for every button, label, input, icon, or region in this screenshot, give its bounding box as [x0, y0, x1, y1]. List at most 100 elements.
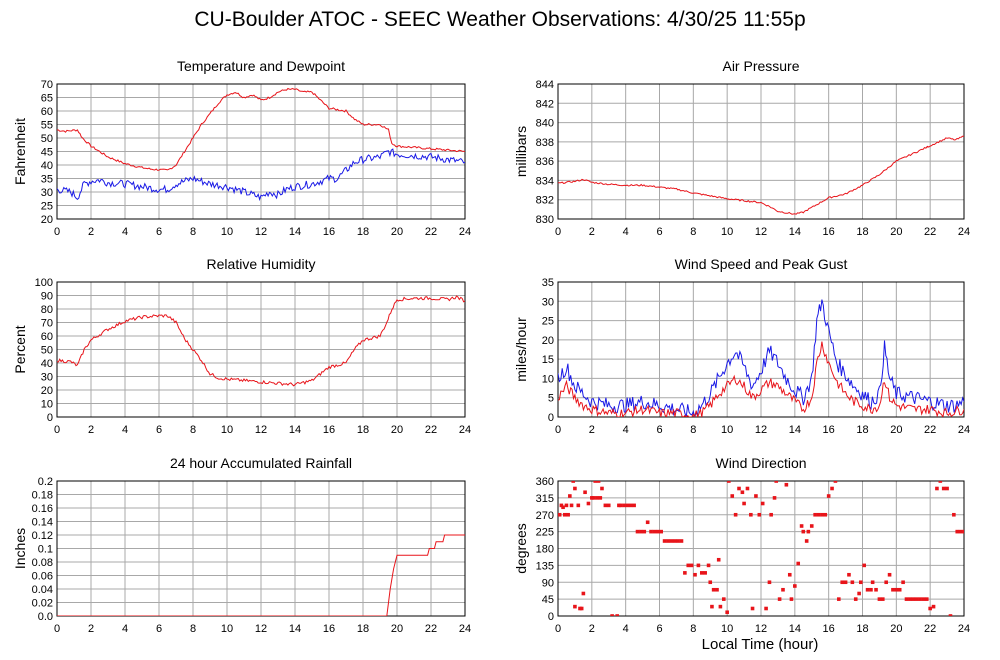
- y-tick-label: 180: [536, 544, 554, 556]
- data-point: [689, 563, 694, 568]
- data-point: [840, 580, 844, 585]
- y-tick-label: 20: [542, 335, 554, 347]
- data-point: [573, 486, 577, 491]
- data-point: [600, 486, 604, 491]
- data-point: [628, 503, 633, 508]
- data-point: [706, 563, 711, 568]
- data-point: [579, 606, 584, 611]
- y-tick-label: 10: [41, 399, 53, 411]
- data-point: [816, 512, 821, 517]
- x-axis-label: Local Time (hour): [701, 636, 819, 653]
- data-point: [615, 614, 620, 616]
- series-line: [558, 341, 964, 417]
- data-point: [928, 606, 932, 611]
- data-point: [745, 486, 750, 491]
- x-tick-label: 24: [459, 226, 471, 238]
- x-tick-label: 2: [88, 424, 94, 436]
- series-line: [57, 534, 465, 616]
- x-tick-label: 12: [255, 623, 267, 635]
- y-tick-label: 30: [41, 187, 53, 199]
- data-point: [606, 503, 611, 508]
- data-point: [837, 597, 841, 601]
- data-point: [789, 597, 794, 601]
- y-tick-label: 70: [41, 318, 53, 330]
- y-tick-label: 842: [536, 98, 554, 110]
- y-tick-label: 25: [542, 316, 554, 328]
- x-tick-label: 16: [823, 623, 835, 635]
- y-tick-label: 360: [536, 476, 554, 488]
- data-point: [711, 587, 716, 592]
- y-tick-label: 35: [41, 174, 53, 186]
- data-point: [666, 539, 670, 543]
- plot-frame: [557, 83, 965, 220]
- x-tick-label: 2: [88, 623, 94, 635]
- x-tick-label: 16: [323, 623, 335, 635]
- x-tick-label: 22: [425, 623, 437, 635]
- x-tick-label: 12: [255, 424, 267, 436]
- data-point: [632, 503, 636, 508]
- data-point: [921, 597, 926, 601]
- data-point: [595, 496, 599, 500]
- data-point: [703, 571, 707, 575]
- data-point: [796, 561, 801, 566]
- data-point: [870, 580, 875, 585]
- data-point: [809, 524, 814, 528]
- y-tick-label: 0.1: [38, 544, 53, 556]
- y-tick-label: 0.08: [32, 557, 53, 569]
- y-axis-label: millibars: [513, 126, 529, 177]
- data-point: [754, 494, 758, 498]
- x-tick-label: 18: [357, 226, 369, 238]
- data-point: [847, 572, 851, 577]
- chart-title: Relative Humidity: [207, 256, 316, 272]
- x-tick-label: 10: [221, 226, 233, 238]
- y-tick-label: 0.2: [38, 476, 53, 488]
- data-point: [603, 503, 608, 508]
- x-tick-label: 12: [755, 424, 767, 436]
- x-tick-label: 0: [555, 226, 561, 238]
- data-point: [911, 597, 916, 601]
- data-point: [804, 539, 809, 543]
- x-tick-label: 4: [623, 424, 629, 436]
- data-point: [564, 503, 569, 508]
- chart-title: Wind Speed and Peak Gust: [675, 256, 848, 272]
- plot-frame: [557, 281, 965, 418]
- x-tick-label: 0: [54, 226, 60, 238]
- x-tick-label: 4: [122, 623, 128, 635]
- x-tick-label: 14: [289, 424, 301, 436]
- data-point: [887, 572, 892, 577]
- x-tick-label: 16: [323, 226, 335, 238]
- data-point: [787, 572, 792, 577]
- page-title: CU-Boulder ATOC - SEEC Weather Observati…: [194, 8, 806, 31]
- y-tick-label: 5: [548, 393, 554, 405]
- y-tick-label: 0: [548, 611, 554, 623]
- data-point: [656, 529, 660, 534]
- y-tick-label: 0: [47, 412, 53, 424]
- data-point: [693, 572, 697, 577]
- series-line: [57, 148, 465, 202]
- y-tick-label: 838: [536, 137, 554, 149]
- data-point: [558, 512, 562, 517]
- data-point: [679, 539, 684, 543]
- data-point: [945, 486, 949, 491]
- data-point: [573, 604, 577, 609]
- y-tick-label: 20: [41, 385, 53, 397]
- y-tick-label: 40: [41, 160, 53, 172]
- y-tick-label: 70: [41, 79, 53, 91]
- y-tick-label: 50: [41, 345, 53, 357]
- data-point: [874, 587, 878, 592]
- x-tick-label: 6: [156, 226, 162, 238]
- data-point: [721, 597, 726, 601]
- x-tick-label: 14: [789, 226, 801, 238]
- x-tick-label: 2: [589, 226, 595, 238]
- x-tick-label: 8: [690, 623, 696, 635]
- data-point: [891, 587, 895, 592]
- x-tick-label: 12: [755, 623, 767, 635]
- x-tick-label: 12: [755, 226, 767, 238]
- data-point: [733, 512, 738, 517]
- data-point: [801, 529, 806, 534]
- data-point: [859, 580, 863, 585]
- y-tick-label: 0.18: [32, 490, 53, 502]
- x-tick-label: 4: [623, 226, 629, 238]
